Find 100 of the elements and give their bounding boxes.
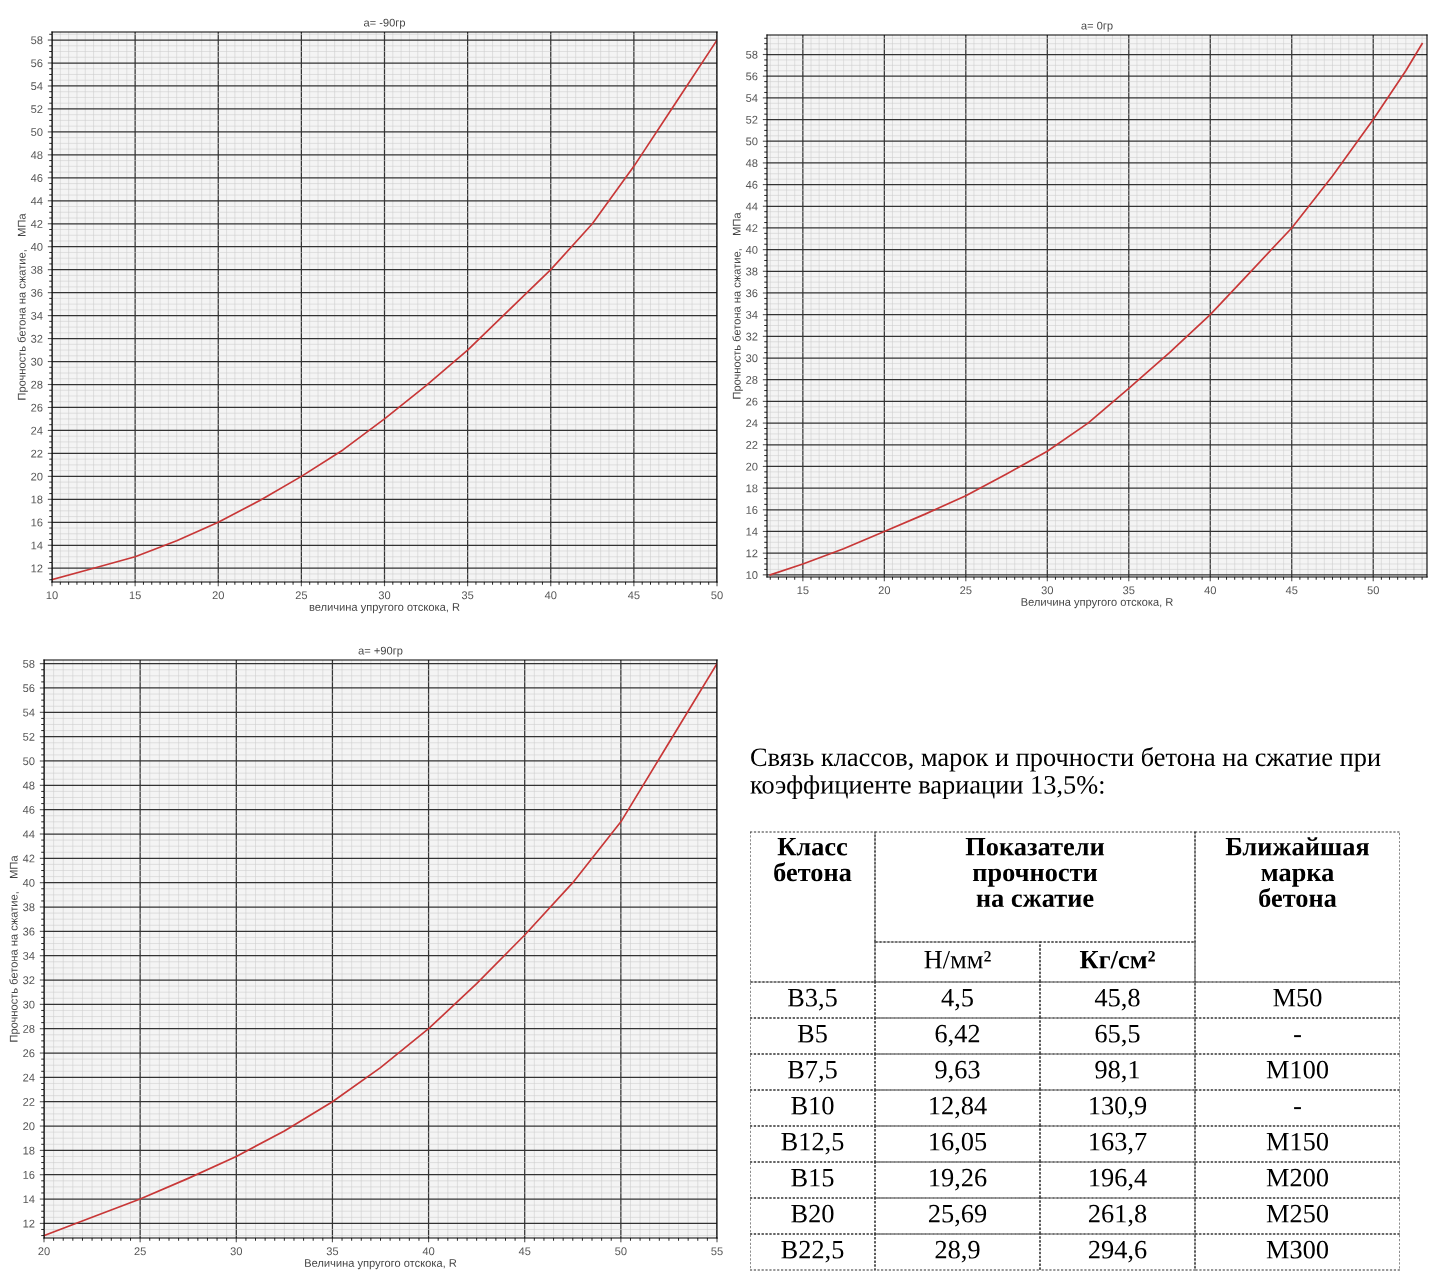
x-tick-label: 45 <box>1285 586 1298 595</box>
y-tick-label: 24 <box>31 426 43 435</box>
y-tick-label: 44 <box>22 830 35 839</box>
y-axis-title: Прочность бетона на сжатие, МПа <box>9 855 20 1042</box>
y-tick-label: 16 <box>746 506 758 514</box>
text: M250 <box>1266 1204 1329 1223</box>
text: Показатели прочности на сжатие <box>965 838 1105 908</box>
text: Класс бетона <box>774 838 852 882</box>
text: 163,7 <box>1090 1132 1147 1155</box>
y-tick-label: 44 <box>745 202 758 211</box>
y-tick-label: 26 <box>23 1049 35 1058</box>
y-tick-label: 24 <box>746 419 758 428</box>
chart-title: a= -90гр <box>363 18 406 29</box>
x-tick-label: 25 <box>960 586 972 595</box>
y-tick-label: 14 <box>746 527 758 536</box>
y-tick-label: 20 <box>23 1122 35 1131</box>
line-series <box>769 42 1423 576</box>
y-tick-label: 48 <box>30 151 43 159</box>
text: M50 <box>1273 988 1322 1007</box>
y-tick-label: 18 <box>31 495 43 504</box>
x-tick-label: 25 <box>134 1247 146 1256</box>
text: - <box>1294 1107 1301 1110</box>
text: 45,8 <box>1094 988 1140 1011</box>
y-tick-label: 30 <box>31 357 43 366</box>
y-tick-label: 40 <box>30 242 43 251</box>
x-tick-label: 35 <box>461 591 474 600</box>
y-tick-label: 14 <box>23 1195 35 1204</box>
text: 261,8 <box>1088 1204 1147 1227</box>
text: B22,5 <box>781 1240 844 1263</box>
x-tick-label: 50 <box>615 1247 627 1256</box>
x-tick-label: 50 <box>1367 586 1379 595</box>
text: 16,05 <box>930 1132 987 1155</box>
text: 98,1 <box>1095 1060 1140 1083</box>
y-tick-label: 56 <box>746 72 758 81</box>
x-tick-label: 20 <box>212 591 224 600</box>
y-tick-label: 48 <box>745 159 758 168</box>
y-tick-label: 38 <box>746 267 758 276</box>
x-tick-label: 10 <box>46 591 58 600</box>
text: 25,69 <box>928 1204 987 1227</box>
y-tick-label: 18 <box>23 1146 35 1155</box>
y-tick-label: 34 <box>746 310 758 319</box>
y-tick-label: 46 <box>22 805 35 814</box>
y-tick-label: 34 <box>31 311 43 320</box>
y-tick-label: 36 <box>31 288 43 297</box>
x-tick-label: 25 <box>295 591 308 600</box>
x-axis-title: Величина упругого отскока, R <box>305 1259 457 1270</box>
y-tick-label: 40 <box>745 245 758 254</box>
text: B12,5 <box>781 1132 844 1155</box>
y-tick-label: 36 <box>23 927 35 936</box>
y-tick-label: 20 <box>31 472 43 481</box>
y-tick-label: 16 <box>23 1170 35 1179</box>
text: B5 <box>797 1025 827 1043</box>
y-axis-title: Прочность бетона на сжатие, МПа <box>732 212 743 399</box>
text: M100 <box>1266 1060 1329 1079</box>
y-axis-title: Прочность бетона на сжатие, МПа <box>17 213 28 400</box>
x-tick-label: 45 <box>518 1247 531 1256</box>
y-tick-label: 58 <box>23 659 35 668</box>
y-tick-label: 52 <box>31 105 43 114</box>
text: 130,9 <box>1090 1096 1147 1119</box>
y-tick-label: 56 <box>31 59 43 68</box>
y-tick-label: 40 <box>22 878 35 887</box>
text: 12,84 <box>930 1096 987 1119</box>
text: 4,5 <box>941 988 973 1011</box>
x-tick-label: 35 <box>1123 586 1135 595</box>
x-tick-label: 45 <box>627 591 640 600</box>
x-tick-label: 15 <box>129 591 141 600</box>
y-tick-label: 50 <box>23 757 35 766</box>
y-tick-label: 58 <box>31 36 43 45</box>
x-tick-label: 30 <box>378 591 391 600</box>
y-tick-label: 42 <box>30 220 43 228</box>
text: Н/мм² <box>924 950 991 969</box>
y-tick-label: 46 <box>745 180 758 189</box>
x-tick-label: 55 <box>711 1247 723 1256</box>
y-tick-label: 28 <box>23 1024 35 1033</box>
y-tick-label: 38 <box>31 265 43 274</box>
x-tick-label: 40 <box>1204 586 1216 595</box>
y-tick-label: 52 <box>23 732 35 741</box>
text: 28,9 <box>935 1240 980 1263</box>
x-tick-label: 20 <box>878 586 891 595</box>
y-tick-label: 28 <box>746 375 758 384</box>
y-tick-label: 26 <box>31 403 43 412</box>
y-tick-label: 12 <box>746 549 758 558</box>
y-tick-label: 44 <box>30 197 43 205</box>
chart-title: a= +90гр <box>358 646 403 657</box>
y-tick-label: 50 <box>746 137 758 146</box>
x-tick-label: 20 <box>38 1247 50 1256</box>
y-tick-label: 52 <box>746 115 758 124</box>
y-tick-label: 14 <box>31 541 43 550</box>
y-tick-label: 58 <box>746 50 758 59</box>
x-tick-label: 40 <box>422 1247 435 1256</box>
y-tick-label: 32 <box>23 976 35 985</box>
text: Ближайшая марка бетона <box>1225 837 1369 908</box>
text: 65,5 <box>1095 1024 1140 1047</box>
y-tick-label: 24 <box>23 1073 35 1082</box>
text: 6,42 <box>935 1024 980 1047</box>
text: - <box>1294 1035 1301 1038</box>
text: 294,6 <box>1088 1240 1147 1263</box>
text: B20 <box>791 1204 834 1223</box>
text: M150 <box>1266 1132 1329 1151</box>
x-axis-title: Величина упругого отскока, R <box>1021 598 1173 609</box>
